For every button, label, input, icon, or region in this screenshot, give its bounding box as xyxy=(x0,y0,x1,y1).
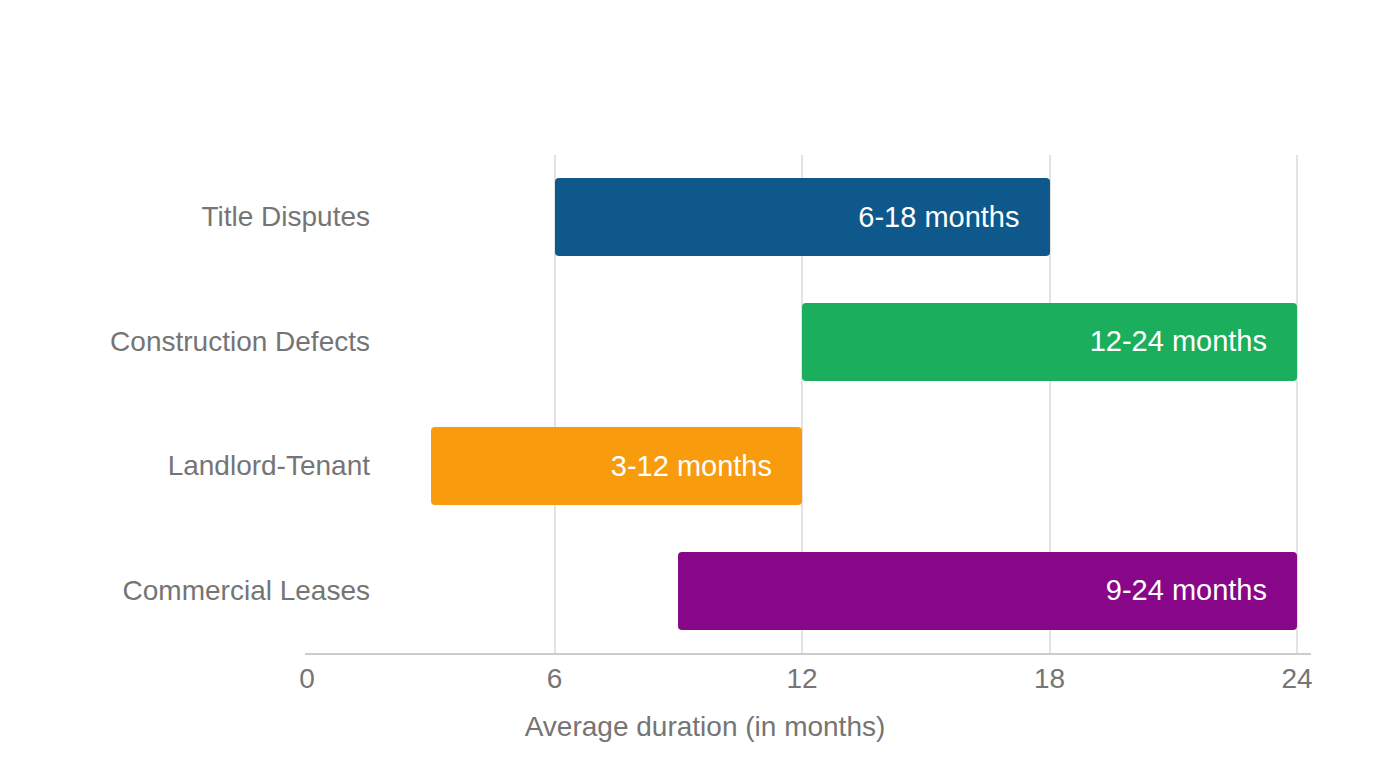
category-label-construction-defects: Construction Defects xyxy=(0,280,370,405)
x-tick-label-18: 18 xyxy=(1005,663,1095,695)
category-label-title-disputes: Title Disputes xyxy=(0,155,370,280)
bar-construction-defects: 12-24 months xyxy=(802,303,1297,381)
bar-value-label: 3-12 months xyxy=(611,452,772,481)
plot-area: 6-18 months 12-24 months 3-12 months 9-24 m… xyxy=(307,155,1297,653)
category-label-text: Construction Defects xyxy=(110,326,370,358)
bar-landlord-tenant: 3-12 months xyxy=(431,427,802,505)
category-label-commercial-leases: Commercial Leases xyxy=(0,529,370,654)
x-tick-label-6: 6 xyxy=(510,663,600,695)
bar-value-label: 9-24 months xyxy=(1106,576,1267,605)
bar-value-label: 12-24 months xyxy=(1090,327,1267,356)
category-label-landlord-tenant: Landlord-Tenant xyxy=(0,404,370,529)
x-tick-label-12: 12 xyxy=(757,663,847,695)
bar-value-label: 6-18 months xyxy=(858,203,1019,232)
category-label-text: Commercial Leases xyxy=(123,575,370,607)
category-label-text: Landlord-Tenant xyxy=(168,450,370,482)
x-axis-title: Average duration (in months) xyxy=(17,711,1376,743)
bar-title-disputes: 6-18 months xyxy=(555,178,1050,256)
x-axis-line xyxy=(305,653,1311,655)
duration-bar-chart: 6-18 months 12-24 months 3-12 months 9-24 m… xyxy=(0,0,1376,768)
bar-commercial-leases: 9-24 months xyxy=(678,552,1297,630)
x-tick-label-0: 0 xyxy=(262,663,352,695)
x-tick-label-24: 24 xyxy=(1252,663,1342,695)
category-label-text: Title Disputes xyxy=(201,201,370,233)
